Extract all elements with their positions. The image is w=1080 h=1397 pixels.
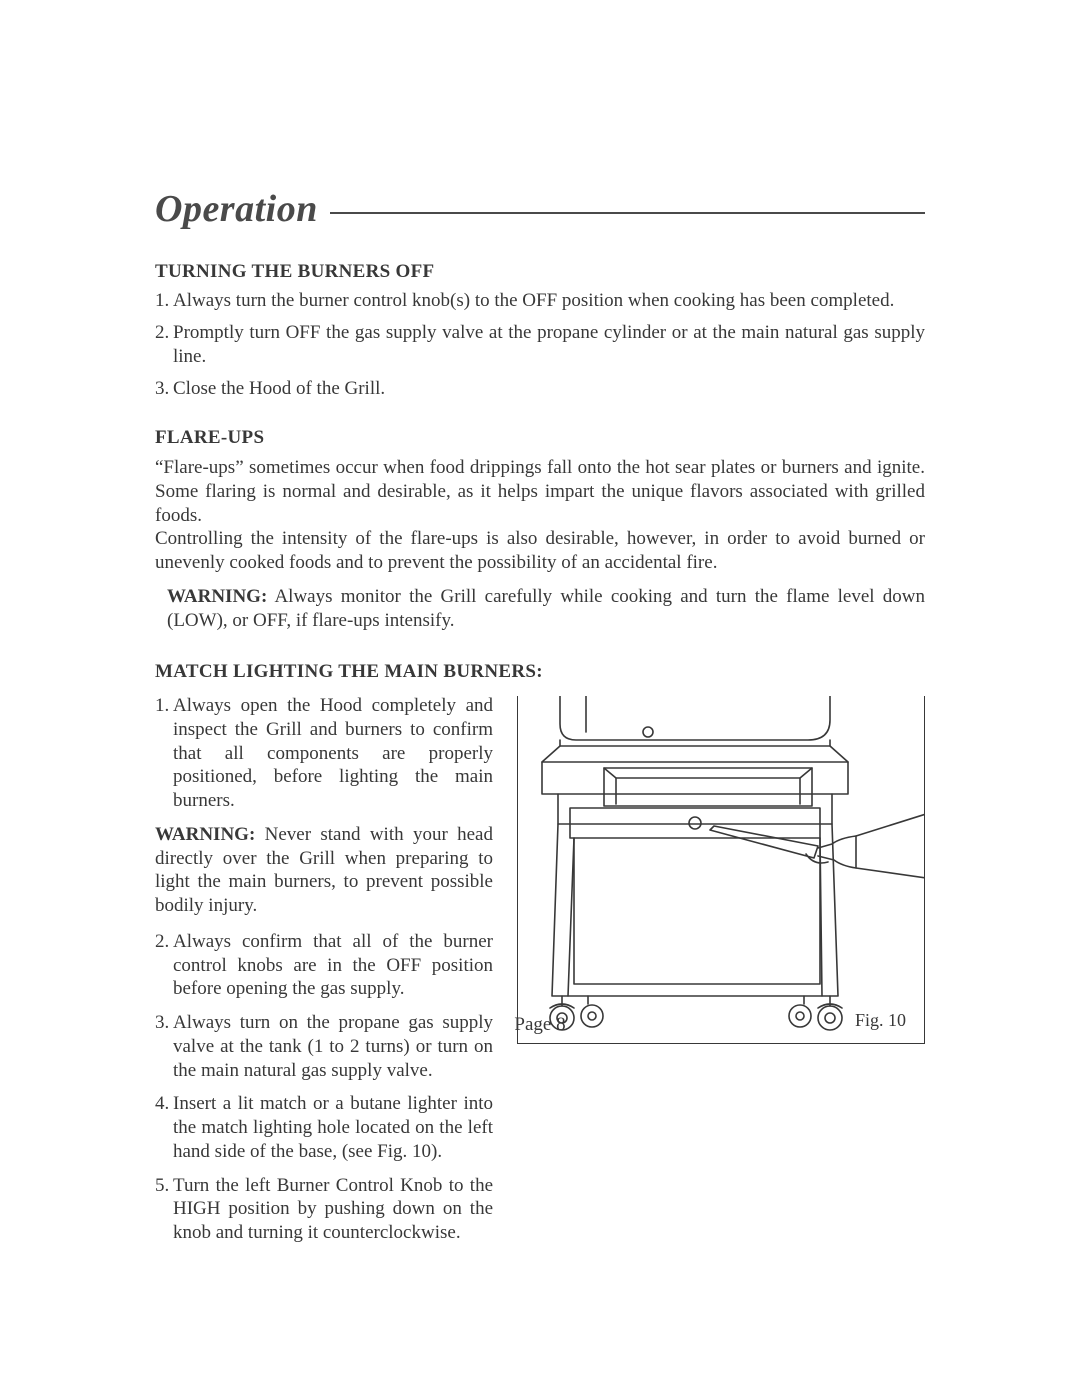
warning-text: Always monitor the Grill carefully while… [167,586,925,631]
list-number: 1. [155,289,173,313]
ordered-list: 1. Always turn the burner control knob(s… [155,289,925,400]
section-header: Operation [155,186,925,234]
list-text: Insert a lit match or a butane lighter i… [173,1092,493,1163]
paragraph: Controlling the intensity of the flare-u… [155,527,925,575]
two-column-layout: 1. Always open the Hood completely and i… [155,694,925,1255]
list-item: 2. Promptly turn OFF the gas supply valv… [155,321,925,369]
left-column: 1. Always open the Hood completely and i… [155,694,493,1255]
right-column: Fig. 10 [517,694,925,1255]
page-number: Page 8 [0,1013,1080,1037]
list-item: 3. Close the Hood of the Grill. [155,377,925,401]
list-number: 3. [155,377,173,401]
warning-label: WARNING: [155,824,255,845]
list-text: Turn the left Burner Control Knob to the… [173,1174,493,1245]
list-number: 2. [155,321,173,369]
list-number: 4. [155,1092,173,1163]
list-text: Close the Hood of the Grill. [173,377,925,401]
list-item: 5. Turn the left Burner Control Knob to … [155,1174,493,1245]
subheading: FLARE-UPS [155,426,925,450]
ordered-list: 2. Always confirm that all of the burner… [155,930,493,1245]
list-item: 1. Always turn the burner control knob(s… [155,289,925,313]
list-item: 1. Always open the Hood completely and i… [155,694,493,813]
list-number: 5. [155,1174,173,1245]
list-number: 1. [155,694,173,813]
list-text: Promptly turn OFF the gas supply valve a… [173,321,925,369]
warning-paragraph: WARNING: Always monitor the Grill carefu… [167,585,925,633]
section-turning-off: TURNING THE BURNERS OFF 1. Always turn t… [155,260,925,401]
manual-page: Operation TURNING THE BURNERS OFF 1. Alw… [0,0,1080,1397]
header-rule [330,212,925,214]
section-title: Operation [155,186,318,234]
figure-10: Fig. 10 [517,696,925,1044]
list-item: 4. Insert a lit match or a butane lighte… [155,1092,493,1163]
warning-paragraph: WARNING: Never stand with your head dire… [155,823,493,918]
subheading: MATCH LIGHTING THE MAIN BURNERS: [155,660,925,684]
list-number: 2. [155,930,173,1001]
list-text: Always confirm that all of the burner co… [173,930,493,1001]
section-flare-ups: FLARE-UPS “Flare-ups” sometimes occur wh… [155,426,925,632]
list-text: Always open the Hood completely and insp… [173,694,493,813]
list-text: Always turn the burner control knob(s) t… [173,289,925,313]
list-item: 2. Always confirm that all of the burner… [155,930,493,1001]
subheading: TURNING THE BURNERS OFF [155,260,925,284]
ordered-list: 1. Always open the Hood completely and i… [155,694,493,813]
warning-label: WARNING: [167,586,267,607]
grill-illustration-icon [518,696,925,1044]
paragraph: “Flare-ups” sometimes occur when food dr… [155,456,925,527]
